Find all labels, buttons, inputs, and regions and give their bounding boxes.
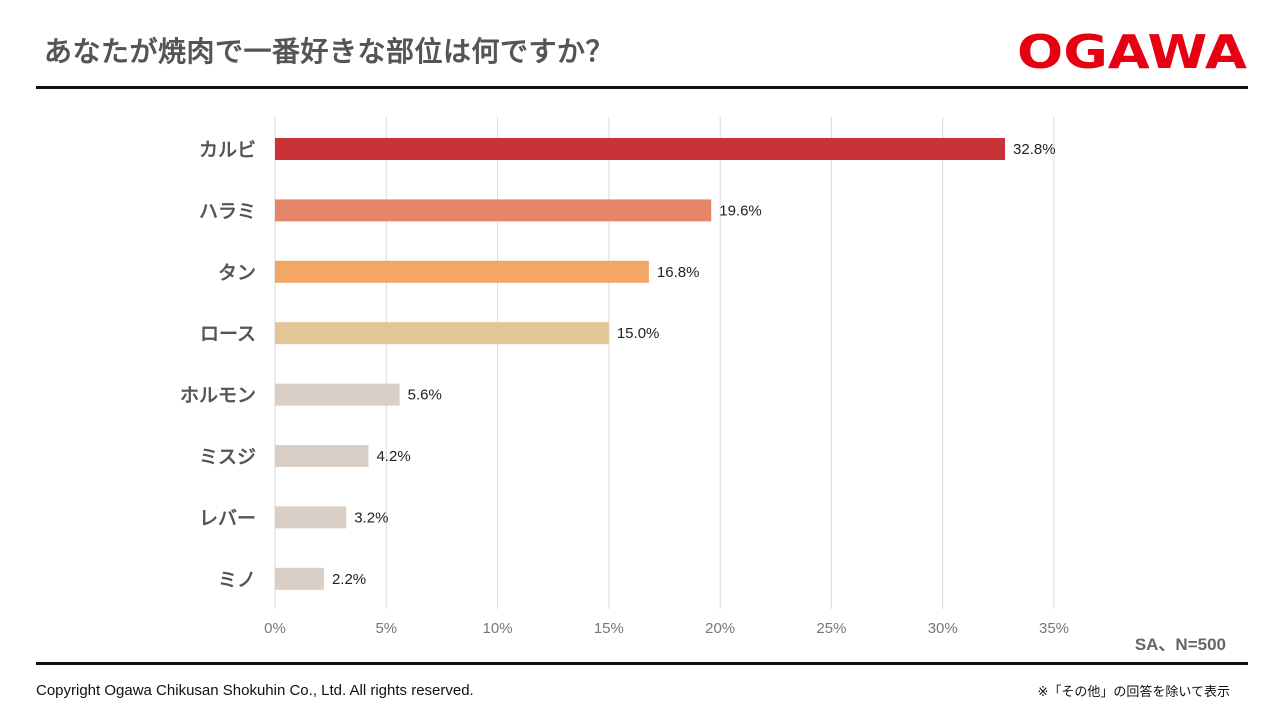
x-tick-label: 35% <box>1039 620 1069 637</box>
bar <box>275 506 347 529</box>
x-tick-label: 15% <box>594 620 624 637</box>
data-label: 19.6% <box>719 202 762 219</box>
category-label: ミノ <box>218 569 256 591</box>
category-label: カルビ <box>199 139 256 161</box>
data-label: 3.2% <box>354 509 388 526</box>
x-tick-label: 0% <box>264 620 286 637</box>
logo-text: OGAWA <box>1017 26 1247 74</box>
bars <box>275 138 1006 590</box>
x-tick-label: 25% <box>816 620 846 637</box>
x-tick-label: 30% <box>928 620 958 637</box>
category-label: ミスジ <box>199 446 256 468</box>
category-label: タン <box>218 262 256 284</box>
data-label: 16.8% <box>657 264 700 281</box>
sample-size-label: SA、N=500 <box>1134 635 1226 654</box>
bar-chart: 0% 5% 10% 15% 20% 25% 30% 35% カルビ 32.8% ハラミ 19.6% タン… <box>180 117 1069 637</box>
labels: 0% 5% 10% 15% 20% 25% 30% 35% カルビ 32.8% ハラミ 19.6% タン… <box>180 139 1069 637</box>
data-label: 15.0% <box>617 325 660 342</box>
bar <box>275 260 649 283</box>
data-label: 32.8% <box>1013 141 1056 158</box>
footnote: ※「その他」の回答を除いて表示 <box>1037 685 1230 700</box>
data-label: 5.6% <box>408 387 442 404</box>
bar <box>275 567 324 590</box>
gridlines <box>274 117 1055 609</box>
ogawa-logo: OGAWA <box>1017 26 1247 74</box>
x-tick-label: 5% <box>375 620 397 637</box>
footer-divider <box>36 662 1248 665</box>
data-label: 4.2% <box>376 448 410 465</box>
category-label: レバー <box>199 507 256 529</box>
bar <box>275 383 400 406</box>
category-label: ロース <box>200 323 256 345</box>
header-divider <box>36 86 1248 89</box>
bar <box>275 322 609 345</box>
bar <box>275 138 1006 160</box>
category-label: ハラミ <box>199 200 256 222</box>
data-label: 2.2% <box>332 571 366 588</box>
page-title: あなたが焼肉で一番好きな部位は何ですか？ <box>44 35 615 68</box>
x-tick-label: 10% <box>483 620 513 637</box>
category-label: ホルモン <box>180 385 256 407</box>
bar <box>275 445 369 467</box>
copyright-text: Copyright Ogawa Chikusan Shokuhin Co., L… <box>36 682 474 699</box>
x-tick-label: 20% <box>705 620 735 637</box>
bar <box>275 199 712 222</box>
